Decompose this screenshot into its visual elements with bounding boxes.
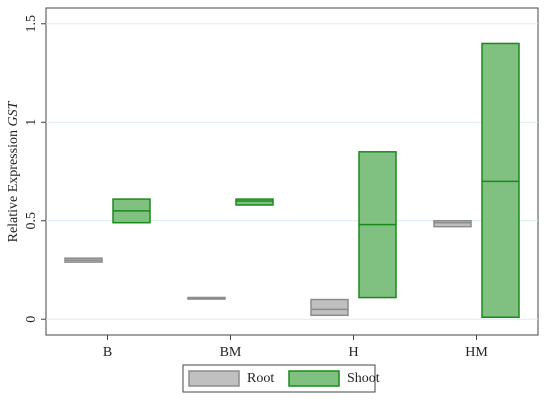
plot-frame: [45, 7, 539, 336]
box: [235, 198, 274, 206]
x-tick-label: BM: [220, 345, 242, 360]
legend-swatch: [188, 370, 240, 387]
legend-frame: [182, 364, 376, 393]
x-tick-label: HM: [465, 345, 488, 360]
x-tick-label: B: [103, 345, 112, 360]
box: [481, 42, 520, 319]
box: [433, 219, 472, 228]
x-tick-label: H: [348, 345, 358, 360]
box: [310, 298, 349, 317]
y-axis-label: Relative Expression GST: [6, 100, 21, 242]
legend-label: Shoot: [347, 371, 380, 386]
legend-swatch: [288, 370, 340, 387]
legend-label: Root: [247, 371, 274, 386]
y-tick-label: 1.5: [24, 15, 39, 33]
y-tick-label: 1: [24, 119, 39, 126]
y-tick-label: 0.5: [24, 212, 39, 230]
y-tick-label: 0: [24, 316, 39, 323]
